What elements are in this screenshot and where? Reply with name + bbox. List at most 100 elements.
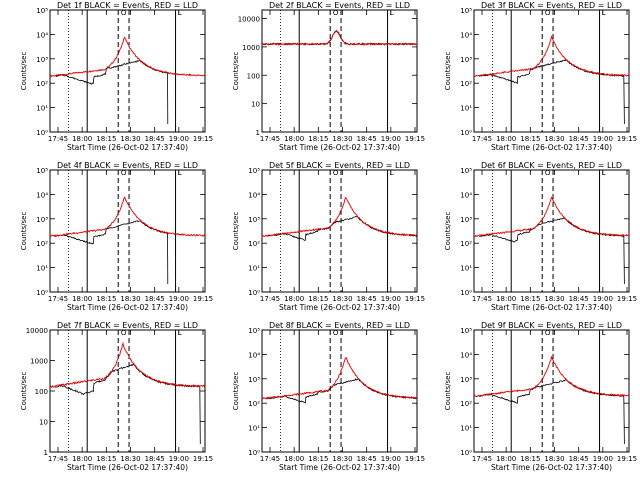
y-tick-label: 10²: [460, 80, 472, 88]
lld-series-line: [49, 341, 206, 388]
panel-1: Det 1f BLACK = Events, RED = LLD 10⁰ 10¹ 10…: [20, 1, 213, 152]
y-tick-label: 10000: [26, 327, 48, 335]
x-tick-label: 18:00: [284, 455, 304, 463]
x-tick-label: 17:45: [48, 135, 68, 143]
circle-marker: O: [121, 169, 127, 177]
x-axis-label: Start Time (26-Oct-02 17:37:40): [67, 303, 188, 312]
x-tick-label: 19:15: [617, 455, 637, 463]
y-axis-label: Counts/sec: [444, 372, 452, 411]
events-series-line: [267, 377, 418, 404]
y-tick-label: 10⁰: [36, 129, 48, 137]
y-tick-label: 10⁴: [248, 191, 260, 199]
x-tick-label: 17:45: [472, 455, 492, 463]
x-tick-label: 18:45: [569, 455, 589, 463]
lld-series-line: [261, 29, 418, 46]
y-tick-label: 10⁵: [36, 7, 48, 15]
y-tick-label: 10¹: [460, 425, 472, 433]
x-axis-label: Start Time (26-Oct-02 17:37:40): [67, 143, 188, 152]
lld-series-line: [474, 35, 630, 77]
x-tick-label: 18:30: [544, 295, 564, 303]
events-series-line: [261, 30, 418, 46]
y-tick-label: 10²: [460, 400, 472, 408]
y-tick-label: 100: [247, 72, 260, 80]
panel-title: Det 8f BLACK = Events, RED = LLD: [269, 321, 410, 330]
panel-title: Det 2f BLACK = Events, RED = LLD: [269, 1, 410, 10]
y-tick-label: 10²: [36, 80, 48, 88]
panel-5: Det 5f BLACK = Events, RED = LLD 10⁰ 10¹ 10…: [232, 161, 425, 312]
events-series-line: [54, 363, 201, 445]
y-tick-label: 10⁵: [460, 167, 472, 175]
x-tick-label: 19:15: [617, 295, 637, 303]
lld-series-line: [49, 36, 206, 78]
panel-9: Det 9f BLACK = Events, RED = LLD 10⁰ 10¹ 10…: [444, 321, 637, 472]
x-tick-label: 18:30: [120, 455, 140, 463]
x-tick-label: 19:00: [381, 455, 401, 463]
y-tick-label: 10⁰: [460, 289, 472, 297]
x-axis-label: Start Time (26-Oct-02 17:37:40): [279, 303, 400, 312]
events-series-line: [55, 59, 169, 125]
x-tick-label: 18:15: [96, 455, 116, 463]
circle-marker: O: [333, 169, 339, 177]
panel-4: Det 4f BLACK = Events, RED = LLD 10⁰ 10¹ 10…: [20, 161, 213, 312]
x-tick-label: 18:00: [284, 135, 304, 143]
x-tick-label: 19:15: [193, 455, 213, 463]
x-axis-label: Start Time (26-Oct-02 17:37:40): [491, 143, 612, 152]
y-tick-label: 10000: [238, 16, 260, 24]
y-tick-label: 10⁴: [36, 191, 48, 199]
x-tick-label: 17:45: [48, 295, 68, 303]
y-axis-label: Counts/sec: [20, 372, 28, 411]
y-tick-label: 100: [35, 388, 48, 396]
x-tick-label: 18:00: [72, 295, 92, 303]
flag-marker: L: [602, 329, 606, 337]
x-tick-label: 18:00: [496, 295, 516, 303]
panel-2: Det 2f BLACK = Events, RED = LLD 1 10 100 10…: [232, 1, 425, 152]
panel-title: Det 4f BLACK = Events, RED = LLD: [57, 161, 198, 170]
x-tick-label: 18:15: [520, 135, 540, 143]
x-tick-label: 19:15: [405, 135, 425, 143]
y-tick-label: 1: [256, 129, 260, 137]
y-tick-label: 10⁴: [460, 191, 472, 199]
plot-frame: [473, 9, 630, 133]
y-tick-label: 10³: [460, 216, 472, 224]
y-axis-label: Counts/sec: [444, 52, 452, 91]
panel-3: Det 3f BLACK = Events, RED = LLD 10⁰ 10¹ 10…: [444, 1, 637, 152]
lld-series-line: [261, 196, 418, 237]
x-axis-label: Start Time (26-Oct-02 17:37:40): [491, 303, 612, 312]
x-tick-label: 17:45: [472, 295, 492, 303]
events-series-line: [479, 216, 625, 285]
y-axis-label: Counts/sec: [232, 212, 240, 251]
y-axis-label: Counts/sec: [20, 52, 28, 91]
x-tick-label: 19:00: [381, 135, 401, 143]
y-axis-label: Counts/sec: [20, 212, 28, 251]
x-tick-label: 19:15: [193, 295, 213, 303]
flag-marker: L: [390, 329, 394, 337]
x-axis-label: Start Time (26-Oct-02 17:37:40): [279, 143, 400, 152]
y-tick-label: 10¹: [460, 105, 472, 113]
x-tick-label: 18:30: [120, 135, 140, 143]
flag-marker: L: [390, 9, 394, 17]
x-tick-label: 18:45: [357, 135, 377, 143]
flag-marker: L: [602, 169, 606, 177]
x-tick-label: 19:00: [593, 135, 613, 143]
x-tick-label: 18:15: [520, 455, 540, 463]
circle-marker: O: [545, 9, 551, 17]
plot-frame: [473, 329, 630, 453]
panel-title: Det 3f BLACK = Events, RED = LLD: [481, 1, 622, 10]
panel-8: Det 8f BLACK = Events, RED = LLD 10⁰ 10¹ 10…: [232, 321, 425, 472]
y-tick-label: 10⁴: [36, 31, 48, 39]
panel-title: Det 1f BLACK = Events, RED = LLD: [57, 1, 198, 10]
y-tick-label: 10³: [248, 376, 260, 384]
x-tick-label: 17:45: [472, 135, 492, 143]
lld-series-line: [262, 356, 418, 400]
x-axis-label: Start Time (26-Oct-02 17:37:40): [491, 463, 612, 472]
y-axis-label: Counts/sec: [232, 372, 240, 411]
panel-6: Det 6f BLACK = Events, RED = LLD 10⁰ 10¹ 10…: [444, 161, 637, 312]
x-tick-label: 18:30: [332, 135, 352, 143]
circle-marker: O: [545, 329, 551, 337]
y-tick-label: 10³: [36, 216, 48, 224]
lld-series-line: [473, 196, 630, 237]
x-tick-label: 18:45: [145, 295, 165, 303]
y-tick-label: 10⁰: [36, 289, 48, 297]
x-tick-label: 18:45: [145, 135, 165, 143]
flag-marker: L: [178, 9, 182, 17]
